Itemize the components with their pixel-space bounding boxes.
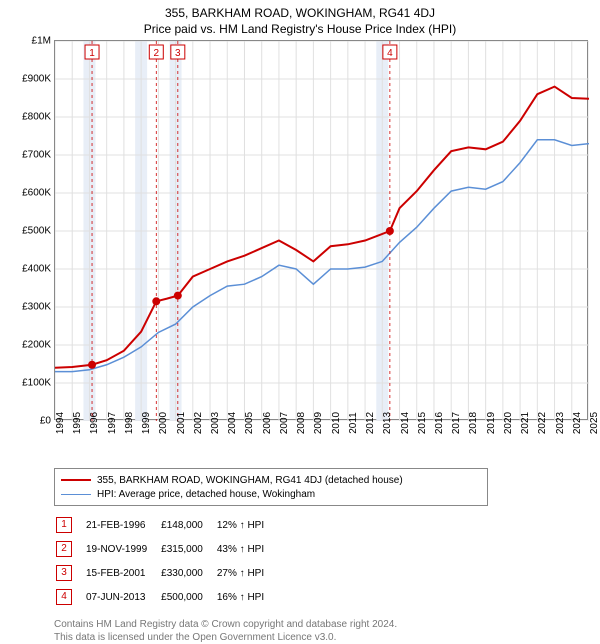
price-chart: 1234 £0£100K£200K£300K£400K£500K£600K£70… bbox=[54, 40, 588, 420]
y-tick-label: £400K bbox=[22, 264, 51, 275]
y-tick-label: £900K bbox=[22, 74, 51, 85]
sale-price: £330,000 bbox=[161, 562, 215, 584]
y-tick-label: £100K bbox=[22, 378, 51, 389]
table-row: 1 21-FEB-1996£148,00012% ↑ HPI bbox=[56, 514, 276, 536]
x-tick-label: 2010 bbox=[331, 412, 342, 434]
x-tick-label: 2019 bbox=[486, 412, 497, 434]
x-tick-label: 2004 bbox=[227, 412, 238, 434]
x-tick-label: 2009 bbox=[313, 412, 324, 434]
sale-marker-icon: 3 bbox=[56, 565, 72, 581]
x-tick-label: 2001 bbox=[176, 412, 187, 434]
x-tick-label: 2025 bbox=[589, 412, 600, 434]
legend-row-price: 355, BARKHAM ROAD, WOKINGHAM, RG41 4DJ (… bbox=[61, 473, 481, 487]
sale-price: £500,000 bbox=[161, 586, 215, 608]
x-tick-label: 2013 bbox=[382, 412, 393, 434]
x-tick-label: 1997 bbox=[107, 412, 118, 434]
x-tick-label: 2018 bbox=[468, 412, 479, 434]
x-tick-label: 2017 bbox=[451, 412, 462, 434]
legend-swatch-hpi bbox=[61, 494, 91, 495]
x-tick-label: 2016 bbox=[434, 412, 445, 434]
y-tick-label: £200K bbox=[22, 340, 51, 351]
footnote-line2: This data is licensed under the Open Gov… bbox=[54, 631, 592, 644]
y-tick-label: £800K bbox=[22, 112, 51, 123]
x-tick-label: 1998 bbox=[124, 412, 135, 434]
sale-date: 21-FEB-1996 bbox=[86, 514, 159, 536]
legend-label-price: 355, BARKHAM ROAD, WOKINGHAM, RG41 4DJ (… bbox=[97, 475, 403, 486]
footnote: Contains HM Land Registry data © Crown c… bbox=[54, 618, 592, 644]
x-tick-label: 2011 bbox=[348, 412, 359, 434]
sale-price: £315,000 bbox=[161, 538, 215, 560]
legend-swatch-price bbox=[61, 479, 91, 481]
x-tick-label: 2023 bbox=[555, 412, 566, 434]
x-tick-label: 2021 bbox=[520, 412, 531, 434]
sale-marker-icon: 1 bbox=[56, 517, 72, 533]
x-tick-label: 2024 bbox=[572, 412, 583, 434]
y-tick-label: £700K bbox=[22, 150, 51, 161]
x-tick-label: 2020 bbox=[503, 412, 514, 434]
sale-marker-icon: 4 bbox=[56, 589, 72, 605]
table-row: 3 15-FEB-2001£330,00027% ↑ HPI bbox=[56, 562, 276, 584]
sales-table: 1 21-FEB-1996£148,00012% ↑ HPI 2 19-NOV-199… bbox=[54, 512, 278, 610]
x-tick-label: 2015 bbox=[417, 412, 428, 434]
x-tick-label: 2014 bbox=[400, 412, 411, 434]
chart-subtitle: Price paid vs. HM Land Registry's House … bbox=[8, 22, 592, 36]
sale-delta: 16% ↑ HPI bbox=[217, 586, 276, 608]
svg-text:1: 1 bbox=[89, 48, 95, 59]
x-tick-label: 1999 bbox=[141, 412, 152, 434]
legend-label-hpi: HPI: Average price, detached house, Woki… bbox=[97, 489, 315, 500]
y-tick-label: £1M bbox=[32, 36, 51, 47]
sale-date: 15-FEB-2001 bbox=[86, 562, 159, 584]
x-tick-label: 2002 bbox=[193, 412, 204, 434]
x-tick-label: 1995 bbox=[72, 412, 83, 434]
svg-text:3: 3 bbox=[175, 48, 181, 59]
svg-text:4: 4 bbox=[387, 48, 393, 59]
x-tick-label: 2022 bbox=[537, 412, 548, 434]
table-row: 4 07-JUN-2013£500,00016% ↑ HPI bbox=[56, 586, 276, 608]
sale-price: £148,000 bbox=[161, 514, 215, 536]
x-tick-label: 1994 bbox=[55, 412, 66, 434]
x-tick-label: 2012 bbox=[365, 412, 376, 434]
chart-title: 355, BARKHAM ROAD, WOKINGHAM, RG41 4DJ bbox=[8, 6, 592, 20]
sale-delta: 12% ↑ HPI bbox=[217, 514, 276, 536]
chart-legend: 355, BARKHAM ROAD, WOKINGHAM, RG41 4DJ (… bbox=[54, 468, 488, 506]
x-tick-label: 1996 bbox=[89, 412, 100, 434]
legend-row-hpi: HPI: Average price, detached house, Woki… bbox=[61, 487, 481, 501]
sale-date: 07-JUN-2013 bbox=[86, 586, 159, 608]
x-tick-label: 2003 bbox=[210, 412, 221, 434]
sale-delta: 43% ↑ HPI bbox=[217, 538, 276, 560]
x-tick-label: 2008 bbox=[296, 412, 307, 434]
x-tick-label: 2007 bbox=[279, 412, 290, 434]
sale-delta: 27% ↑ HPI bbox=[217, 562, 276, 584]
x-tick-label: 2006 bbox=[262, 412, 273, 434]
svg-text:2: 2 bbox=[154, 48, 160, 59]
x-tick-label: 2005 bbox=[244, 412, 255, 434]
y-tick-label: £0 bbox=[40, 416, 51, 427]
chart-svg: 1 2 3 4 bbox=[55, 41, 589, 421]
y-tick-label: £600K bbox=[22, 188, 51, 199]
table-row: 2 19-NOV-1999£315,00043% ↑ HPI bbox=[56, 538, 276, 560]
y-tick-label: £300K bbox=[22, 302, 51, 313]
x-tick-label: 2000 bbox=[158, 412, 169, 434]
sale-marker-icon: 2 bbox=[56, 541, 72, 557]
y-tick-label: £500K bbox=[22, 226, 51, 237]
sale-date: 19-NOV-1999 bbox=[86, 538, 159, 560]
